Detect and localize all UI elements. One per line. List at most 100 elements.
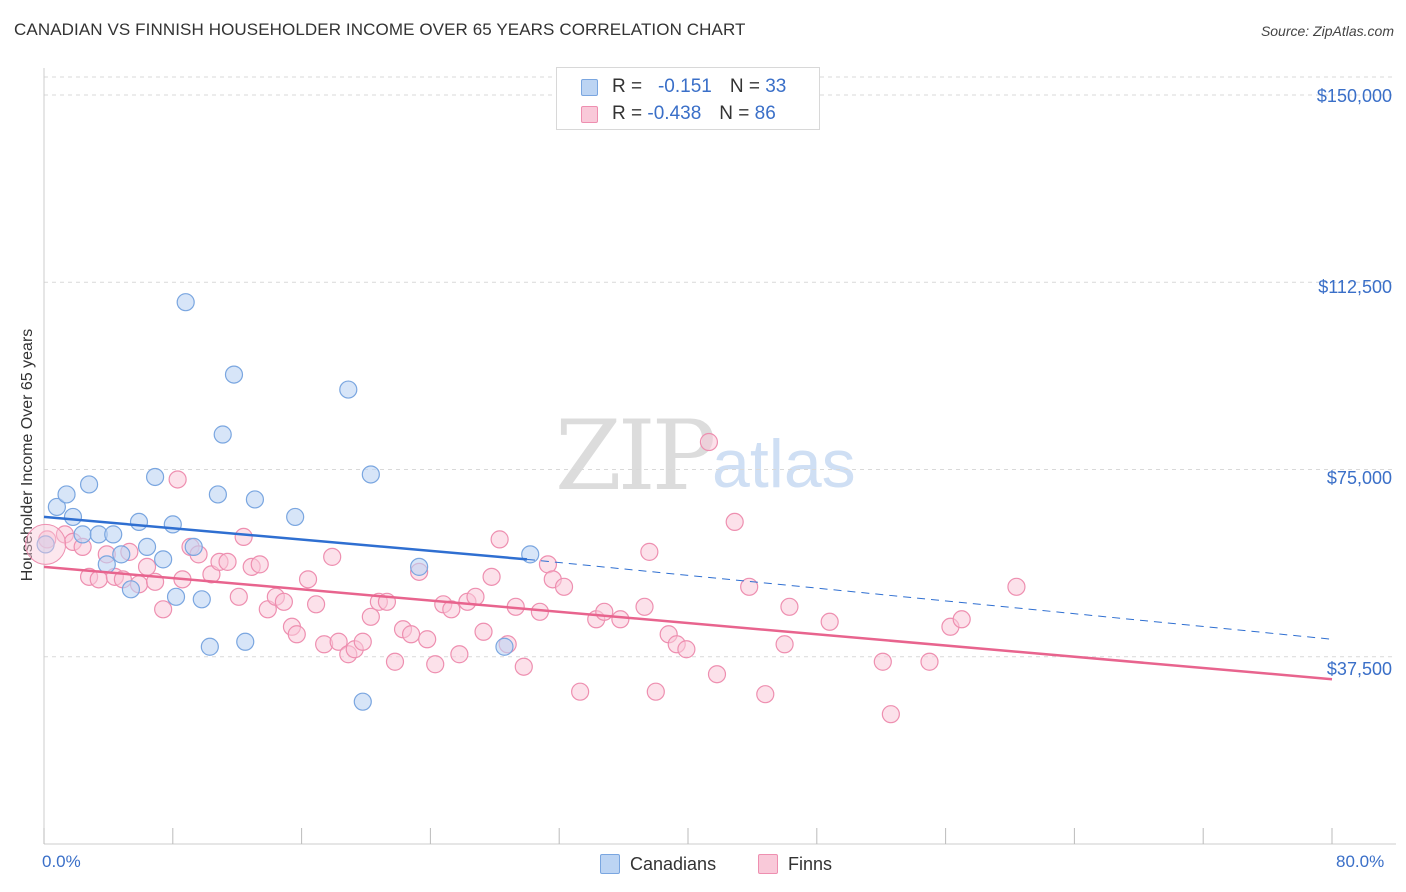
canadians-point xyxy=(495,637,514,656)
legend-n-label: N = xyxy=(729,76,760,97)
canadians-point xyxy=(121,580,141,599)
finns-point xyxy=(1007,577,1026,596)
canadians-point xyxy=(353,692,372,711)
canadians-point xyxy=(410,557,429,576)
canadians-point xyxy=(339,380,358,399)
finns-point xyxy=(450,645,469,664)
finns-point xyxy=(234,527,253,546)
finns-point xyxy=(426,655,445,674)
x-tick-label-min: 0.0% xyxy=(42,852,81,871)
finns-point xyxy=(298,570,318,589)
finns-point xyxy=(490,530,509,549)
finns-point xyxy=(323,547,342,566)
canadians-point xyxy=(36,535,55,554)
canadians-point xyxy=(104,525,123,544)
finns-point xyxy=(401,625,421,644)
finns-point xyxy=(611,610,630,629)
finns-point xyxy=(775,635,794,654)
canadians-point xyxy=(192,590,211,609)
canadians-point xyxy=(286,507,305,527)
canadians-point xyxy=(176,293,195,312)
finns-point xyxy=(218,552,237,571)
legend-row-finns: R = -0.438 N = 86 xyxy=(581,103,776,125)
legend-row-canadians: R = -0.151 N = 33 xyxy=(581,76,786,98)
finns-point xyxy=(595,602,614,621)
finns-point xyxy=(353,632,372,651)
finns-point xyxy=(677,640,696,659)
finns-trendline xyxy=(43,565,1333,681)
watermark-zip: ZIP xyxy=(555,400,716,512)
finns-point xyxy=(873,652,892,671)
canadians-point xyxy=(361,465,380,484)
finns-point xyxy=(740,577,759,596)
canadians-point xyxy=(137,537,157,556)
finns-point xyxy=(640,542,659,561)
finns-point xyxy=(137,557,157,576)
legend-r-value: -0.151 xyxy=(657,76,712,97)
canadians-point xyxy=(200,637,219,656)
source-credit: Source: ZipAtlas.com xyxy=(1260,23,1394,39)
bottom-legend-label-canadians: Canadians xyxy=(630,853,717,874)
finns-point xyxy=(538,555,558,574)
y-tick-label: $150,000 xyxy=(1316,86,1392,106)
finns-point xyxy=(514,657,533,676)
canadians-point xyxy=(224,365,244,384)
finns-point xyxy=(329,632,348,651)
legend-r-label: R = xyxy=(612,76,643,97)
canadians-point xyxy=(79,475,99,494)
finns-point xyxy=(287,625,306,644)
canadians-point xyxy=(166,587,186,606)
finns-point xyxy=(361,607,380,626)
finns-cluster-point xyxy=(25,523,67,565)
canadians-point xyxy=(163,515,182,534)
finns-point xyxy=(699,432,719,452)
canadians-trendline-extension xyxy=(526,558,1333,640)
chart-title: CANADIAN VS FINNISH HOUSEHOLDER INCOME O… xyxy=(14,20,746,39)
finns-point xyxy=(168,470,187,489)
y-tick-label: $112,500 xyxy=(1318,277,1392,297)
finns-point xyxy=(707,665,727,684)
legend-swatch-canadians xyxy=(581,78,598,96)
finns-point xyxy=(229,587,248,606)
finns-point xyxy=(881,705,900,724)
canadians-point xyxy=(213,425,232,444)
finns-point xyxy=(418,630,437,649)
canadians-point xyxy=(145,467,165,487)
finns-point xyxy=(571,682,590,701)
canadians-point xyxy=(63,507,83,527)
bottom-legend-label-finns: Finns xyxy=(788,853,833,874)
bottom-legend-swatch-canadians xyxy=(600,854,620,874)
x-tick-label-max: 80.0% xyxy=(1336,852,1385,871)
finns-point xyxy=(385,652,405,671)
canadians-point xyxy=(129,512,149,532)
canadians-point xyxy=(236,632,255,651)
watermark-atlas: atlas xyxy=(712,426,856,502)
finns-point xyxy=(780,597,799,616)
y-tick-label: $37,500 xyxy=(1326,659,1392,679)
bottom-legend-finns: Finns xyxy=(758,853,832,875)
finns-point xyxy=(274,592,293,611)
finns-point xyxy=(474,622,493,641)
legend-n-value: 86 xyxy=(754,103,776,124)
finns-point xyxy=(725,512,744,532)
correlation-legend: R = -0.151 N = 33 R = -0.438 N = 86 xyxy=(556,67,820,130)
canadians-point xyxy=(245,490,265,509)
legend-n-value: 33 xyxy=(765,76,787,97)
finns-point xyxy=(756,685,775,704)
canadians-point xyxy=(97,555,116,574)
legend-r-value: -0.438 xyxy=(647,103,702,124)
legend-swatch-finns xyxy=(581,105,598,123)
finns-point xyxy=(306,595,326,614)
finns-point xyxy=(442,600,461,619)
canadians-point xyxy=(57,485,76,504)
canadians-point xyxy=(112,545,131,564)
canadians-point xyxy=(154,550,173,569)
canadians-point xyxy=(184,537,203,556)
bottom-legend-canadians: Canadians xyxy=(600,853,716,875)
canadians-point xyxy=(73,525,92,544)
canadians-point xyxy=(47,497,66,517)
finns-point xyxy=(154,600,173,619)
canadians-point xyxy=(208,485,227,504)
finns-point xyxy=(250,555,269,574)
